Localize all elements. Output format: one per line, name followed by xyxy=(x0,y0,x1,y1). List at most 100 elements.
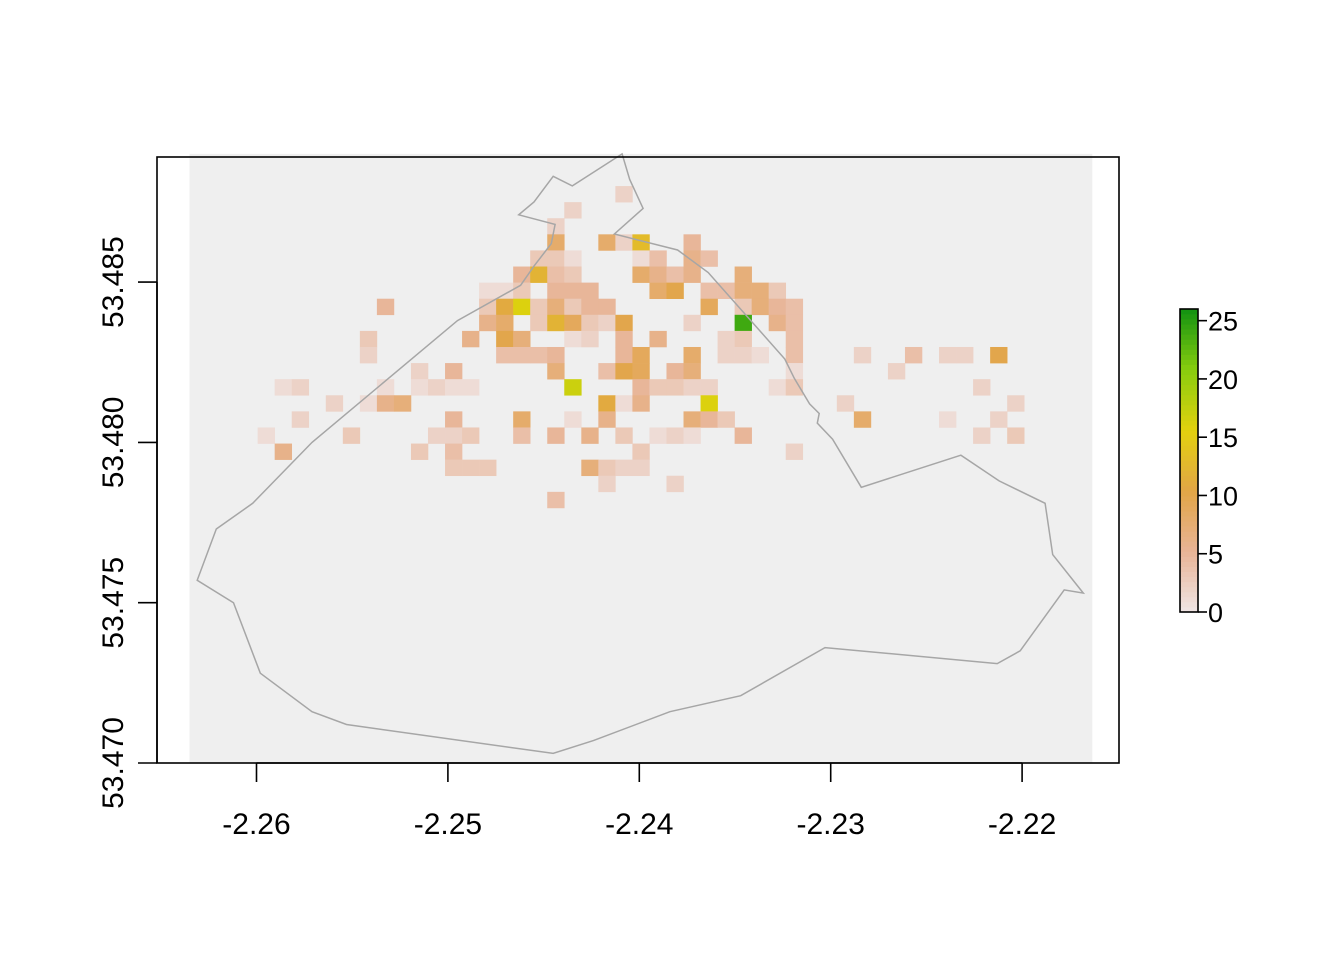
raster-cell xyxy=(530,314,548,332)
legend-color-step xyxy=(1180,465,1198,471)
legend-color-step xyxy=(1180,516,1198,522)
raster-cell xyxy=(496,330,514,348)
raster-cell xyxy=(615,395,633,412)
raster-cell xyxy=(683,427,701,444)
legend-color-step xyxy=(1180,606,1198,613)
raster-cell xyxy=(785,314,804,332)
raster-cell xyxy=(768,314,787,332)
raster-cell xyxy=(615,459,633,477)
raster-cell xyxy=(427,379,446,396)
raster-cell xyxy=(632,266,650,283)
raster-cell xyxy=(683,411,701,428)
raster-cell xyxy=(479,282,497,299)
raster-cell xyxy=(581,427,599,444)
raster-cell xyxy=(700,250,718,267)
raster-cell xyxy=(615,346,633,364)
legend-color-step xyxy=(1180,440,1198,446)
raster-cell xyxy=(683,266,701,283)
raster-cell xyxy=(700,411,718,428)
raster-cell xyxy=(376,379,395,396)
legend-color-step xyxy=(1180,460,1198,466)
legend-color-step xyxy=(1180,435,1198,441)
legend-color-step xyxy=(1180,364,1198,370)
legend-color-step xyxy=(1180,475,1198,482)
raster-cell xyxy=(462,330,480,348)
raster-cell xyxy=(564,330,582,348)
raster-cell xyxy=(853,411,872,428)
raster-cell xyxy=(939,411,957,428)
raster-cell xyxy=(445,443,463,460)
raster-cell xyxy=(632,459,650,477)
raster-cell xyxy=(632,234,650,251)
raster-cell xyxy=(717,330,735,348)
raster-cell xyxy=(683,379,701,396)
y-tick-label: 53.485 xyxy=(97,236,130,328)
legend-color-step xyxy=(1180,561,1198,567)
raster-cell xyxy=(547,282,565,299)
raster-cell xyxy=(615,427,633,444)
raster-cell xyxy=(462,427,480,444)
legend-color-step xyxy=(1180,389,1198,396)
legend-color-step xyxy=(1180,410,1198,416)
legend-tick-label: 10 xyxy=(1208,481,1238,511)
raster-cell xyxy=(785,346,804,364)
raster-cell xyxy=(956,346,974,364)
legend-color-step xyxy=(1180,445,1198,451)
y-tick-label: 53.470 xyxy=(97,717,130,809)
raster-cell xyxy=(445,379,463,396)
raster-cell xyxy=(632,443,650,460)
raster-cell xyxy=(785,379,804,396)
legend-color-step xyxy=(1180,319,1198,325)
raster-cell xyxy=(717,346,735,364)
raster-cell xyxy=(462,379,480,396)
raster-cell xyxy=(393,395,412,412)
raster-cell xyxy=(479,459,497,477)
raster-cell xyxy=(990,411,1008,428)
raster-cell xyxy=(649,266,667,283)
legend-color-step xyxy=(1180,546,1198,552)
raster-cell xyxy=(836,395,855,412)
legend-color-step xyxy=(1180,399,1198,406)
legend-color-step xyxy=(1180,455,1198,461)
raster-cell xyxy=(291,411,310,428)
raster-cell xyxy=(615,330,633,348)
legend-tick-label: 20 xyxy=(1208,365,1238,395)
legend-color-step xyxy=(1180,541,1198,547)
raster-cell xyxy=(615,314,633,332)
raster-cell xyxy=(581,330,599,348)
raster-cell xyxy=(547,218,565,235)
raster-cell xyxy=(530,298,548,316)
legend-color-step xyxy=(1180,394,1198,401)
legend-color-step xyxy=(1180,511,1198,517)
raster-cell xyxy=(700,298,718,316)
x-tick-label: -2.22 xyxy=(988,808,1056,841)
legend-color-step xyxy=(1180,566,1198,572)
raster-cell xyxy=(649,330,667,348)
raster-cell xyxy=(530,346,548,364)
legend-color-step xyxy=(1180,314,1198,320)
raster-cell xyxy=(615,363,633,380)
raster-cell xyxy=(853,346,872,364)
raster-cell xyxy=(751,298,769,316)
legend-tick-label: 25 xyxy=(1208,307,1238,337)
raster-cell xyxy=(939,346,957,364)
raster-cell xyxy=(615,186,633,203)
raster-cell xyxy=(530,266,548,283)
raster-cell xyxy=(445,427,463,444)
raster-cell xyxy=(768,282,787,299)
legend-color-step xyxy=(1180,415,1198,421)
legend-color-step xyxy=(1180,521,1198,527)
raster-cell xyxy=(547,363,565,380)
raster-cell xyxy=(496,346,514,364)
raster-cell xyxy=(547,298,565,316)
raster-cell xyxy=(751,282,769,299)
raster-cell xyxy=(445,411,463,428)
raster-cell xyxy=(257,427,275,444)
raster-cell xyxy=(598,363,616,380)
legend-color-step xyxy=(1180,379,1198,386)
raster-cell xyxy=(513,411,531,428)
raster-cell xyxy=(496,314,514,332)
raster-cell xyxy=(359,346,378,364)
raster-cell xyxy=(376,395,395,412)
raster-cell xyxy=(274,379,293,396)
